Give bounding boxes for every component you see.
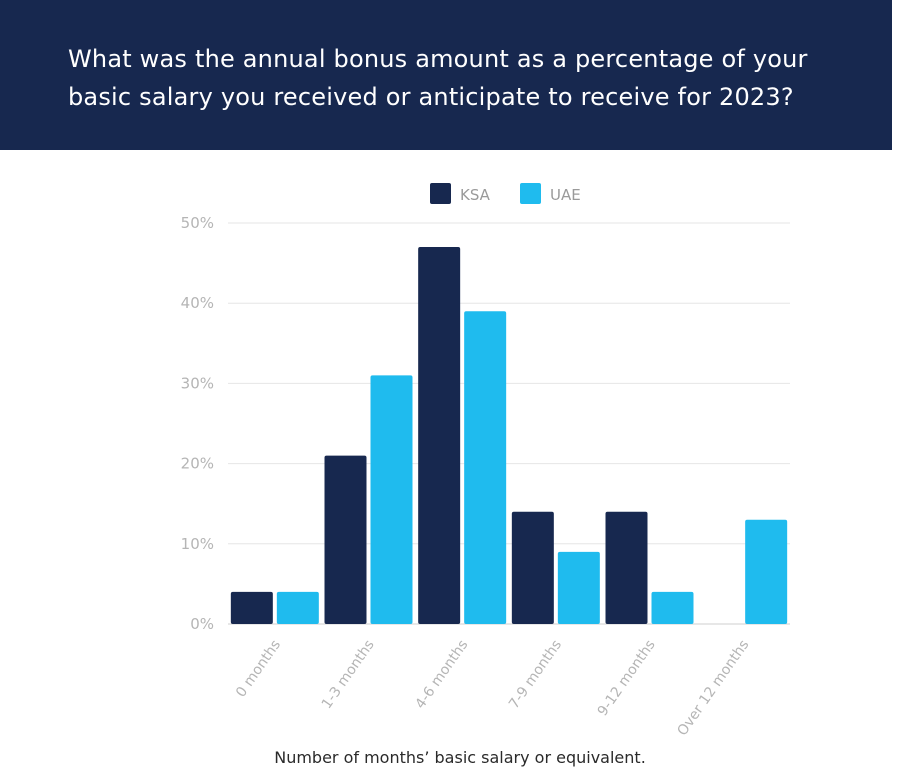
x-tick-label: 1-3 months — [319, 637, 378, 712]
bar-ksa-4 — [605, 511, 648, 624]
bar-uae-4 — [651, 591, 694, 624]
bar-uae-3 — [557, 551, 600, 624]
x-axis-ticks: 0 months 1-3 months 4-6 months 7-9 months 9-… — [233, 637, 752, 739]
legend-swatch-ksa — [430, 183, 451, 204]
legend-label-uae: UAE — [550, 186, 581, 204]
x-tick-label: 4-6 months — [412, 637, 471, 712]
y-tick-label: 30% — [181, 374, 214, 392]
bar-ksa-3 — [511, 511, 554, 624]
bar-ksa-0 — [230, 591, 273, 624]
y-tick-label: 20% — [181, 455, 214, 473]
bar-chart: 0% 10% 20% 30% 40% 50% 0 months 1-3 months 4-6 … — [181, 183, 790, 767]
legend-swatch-uae — [520, 183, 541, 204]
bar-uae-2 — [464, 311, 507, 624]
gridlines — [228, 222, 790, 625]
chart-area: 0% 10% 20% 30% 40% 50% 0 months 1-3 months 4-6 … — [0, 150, 900, 773]
legend-label-ksa: KSA — [460, 186, 491, 204]
x-axis-label: Number of months’ basic salary or equiva… — [274, 748, 646, 767]
x-tick-label: 0 months — [233, 637, 284, 700]
bar-ksa-1 — [324, 455, 367, 624]
bar-ksa-2 — [418, 247, 461, 624]
x-tick-label: 9-12 months — [595, 637, 659, 719]
y-axis-ticks: 0% 10% 20% 30% 40% 50% — [181, 214, 214, 633]
y-tick-label: 0% — [190, 615, 214, 633]
title-banner: What was the annual bonus amount as a pe… — [0, 0, 892, 150]
y-tick-label: 50% — [181, 214, 214, 232]
y-tick-label: 40% — [181, 294, 214, 312]
bar-uae-5 — [745, 519, 788, 624]
bar-uae-1 — [370, 375, 413, 624]
y-tick-label: 10% — [181, 535, 214, 553]
x-tick-label: 7-9 months — [506, 637, 565, 712]
legend: KSA UAE — [430, 183, 581, 204]
bar-uae-0 — [276, 591, 319, 624]
chart-title: What was the annual bonus amount as a pe… — [68, 45, 808, 111]
x-tick-label: Over 12 months — [674, 637, 752, 739]
bars — [230, 247, 788, 624]
